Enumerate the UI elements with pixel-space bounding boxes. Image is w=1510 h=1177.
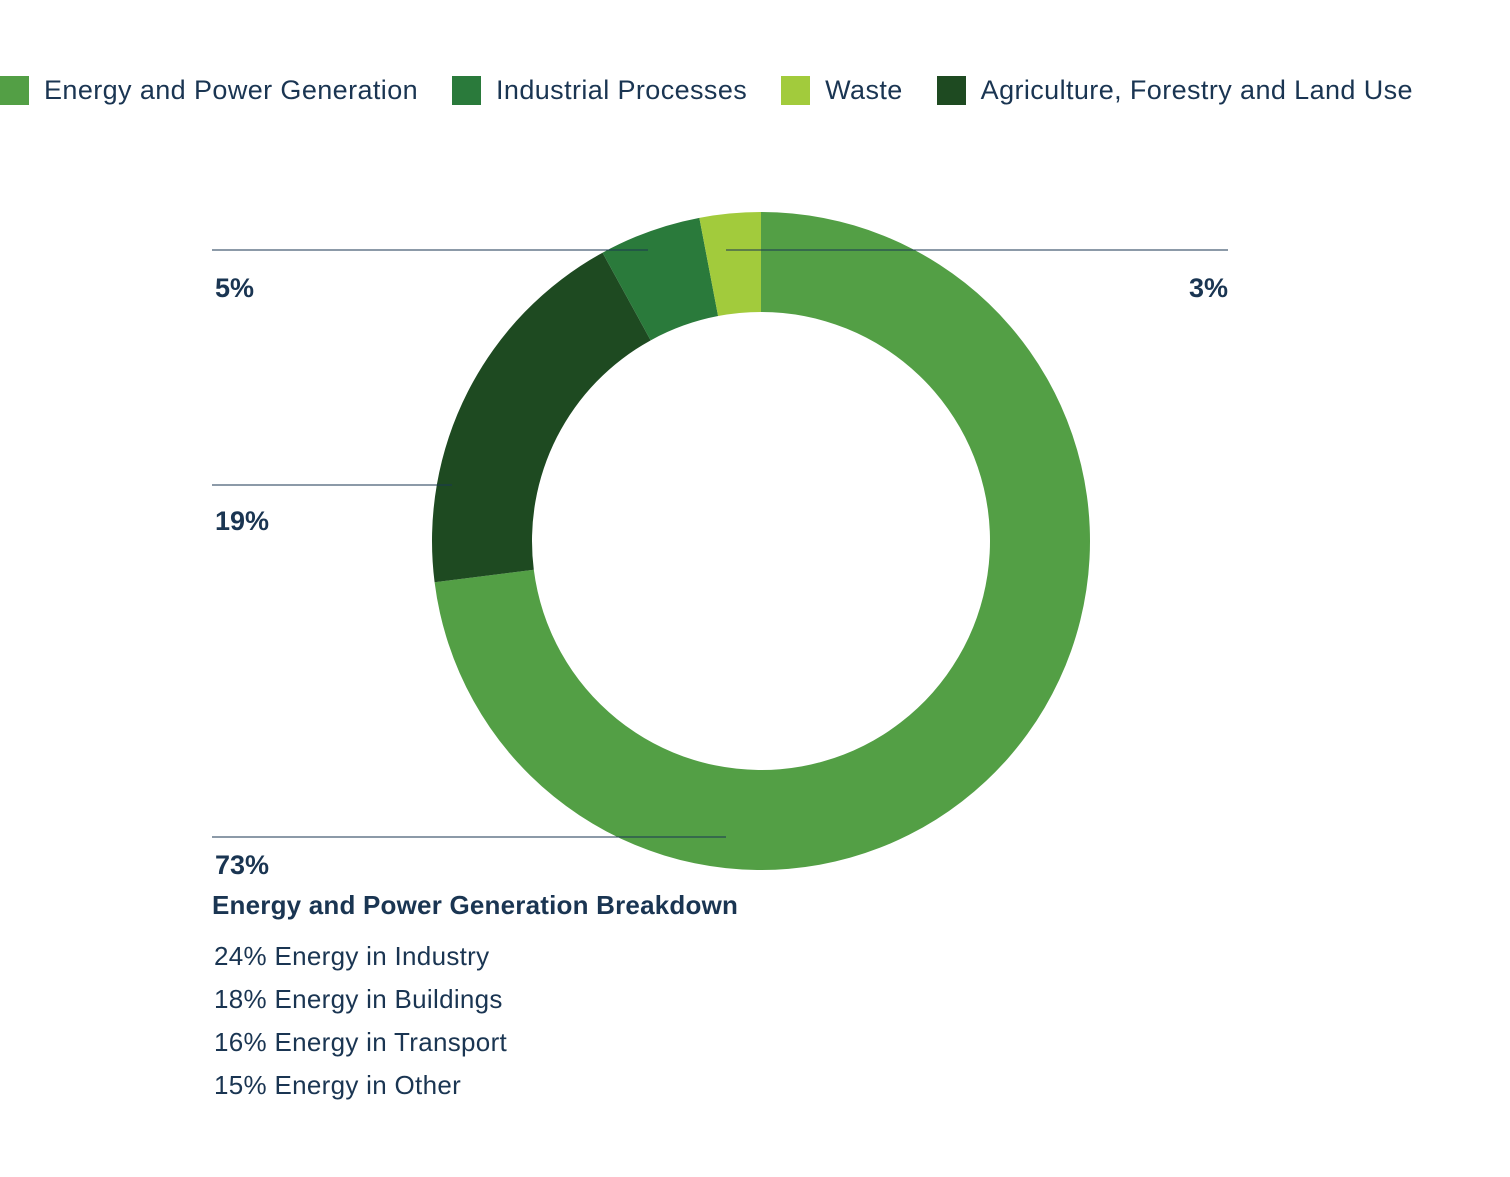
- slice-agriculture-forestry-and-land-use: [432, 252, 651, 583]
- legend-label-waste: Waste: [825, 74, 903, 105]
- legend-item-energy: Energy and Power Generation: [0, 75, 418, 106]
- percent-label-waste: 3%: [1189, 273, 1228, 303]
- chart-legend: Energy and Power Generation Industrial P…: [0, 72, 1447, 108]
- legend-swatch-industrial: [452, 75, 482, 105]
- slice-energy-and-power-generation: [434, 212, 1091, 870]
- legend-item-agriculture: Agriculture, Forestry and Land Use: [936, 74, 1413, 106]
- legend-swatch-energy: [0, 75, 29, 105]
- slice-industrial-processes: [602, 217, 719, 341]
- breakdown-panel: Energy and Power Generation Breakdown 24…: [212, 890, 738, 1107]
- breakdown-item-buildings: 18% Energy in Buildings: [214, 984, 503, 1014]
- slice-waste: [699, 212, 761, 317]
- percent-label-industrial-processes: 5%: [215, 273, 254, 303]
- breakdown-item-transport: 16% Energy in Transport: [214, 1027, 508, 1057]
- legend-label-agriculture: Agriculture, Forestry and Land Use: [980, 74, 1413, 105]
- legend-swatch-waste: [781, 75, 811, 105]
- breakdown-item-other: 15% Energy in Other: [214, 1070, 462, 1100]
- percent-label-energy-and-power-generation: 73%: [215, 850, 269, 880]
- percent-labels: 73% 19% 5% 3%: [215, 273, 1228, 880]
- legend-label-industrial: Industrial Processes: [496, 74, 748, 105]
- legend-label-energy: Energy and Power Generation: [44, 74, 419, 105]
- donut-slices: [432, 212, 1091, 870]
- legend-item-industrial: Industrial Processes: [452, 75, 747, 106]
- leader-lines: [212, 249, 1228, 838]
- breakdown-title: Energy and Power Generation Breakdown: [212, 890, 739, 920]
- percent-label-agriculture-forestry-and-land-use: 19%: [215, 506, 269, 536]
- legend-swatch-agriculture: [936, 75, 966, 105]
- legend-item-waste: Waste: [781, 75, 903, 106]
- breakdown-item-industry: 24% Energy in Industry: [214, 941, 490, 971]
